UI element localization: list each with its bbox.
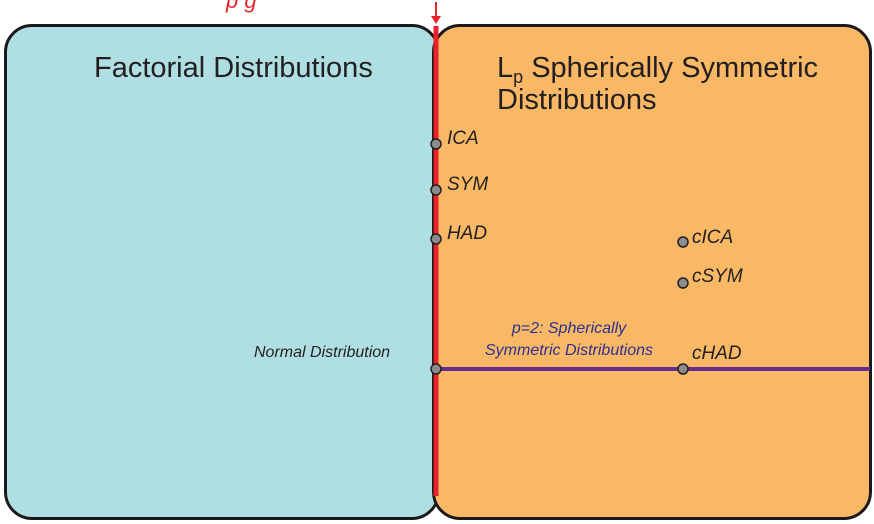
sym-label: SYM [447,174,489,195]
spherical-line-label-1: p=2: Spherically [511,320,627,337]
ica-label: ICA [447,128,479,149]
sym-point [430,184,442,196]
chad-point [677,363,689,375]
normal-distribution-point [430,363,442,375]
chad-label: cHAD [692,343,742,364]
title-l: L [497,52,514,84]
lp-spherically-symmetric-region [432,24,872,520]
csym-point [677,277,689,289]
factorial-distributions-title: Factorial Distributions [94,52,373,84]
cica-point [677,236,689,248]
top-partial-label: p g [226,0,257,13]
spherical-line-label-2: Symmetric Distributions [484,341,654,359]
cica-label: cICA [692,227,734,248]
title-rest: Spherically Symmetric [523,52,819,84]
lp-spherically-symmetric-title: Lp Spherically Symmetric Distributions [497,52,818,117]
top-arrow-head [431,16,441,24]
factorial-distributions-region [4,24,440,520]
title-subscript-p: p [513,67,524,87]
spherical-line-label: p=2: Spherically Symmetric Distributions [458,318,680,361]
had-point [430,233,442,245]
had-label: HAD [447,223,488,244]
normal-distribution-label: Normal Distribution [254,344,391,361]
csym-label: cSYM [692,266,743,287]
title-line2: Distributions [497,84,657,117]
ica-point [430,138,442,150]
